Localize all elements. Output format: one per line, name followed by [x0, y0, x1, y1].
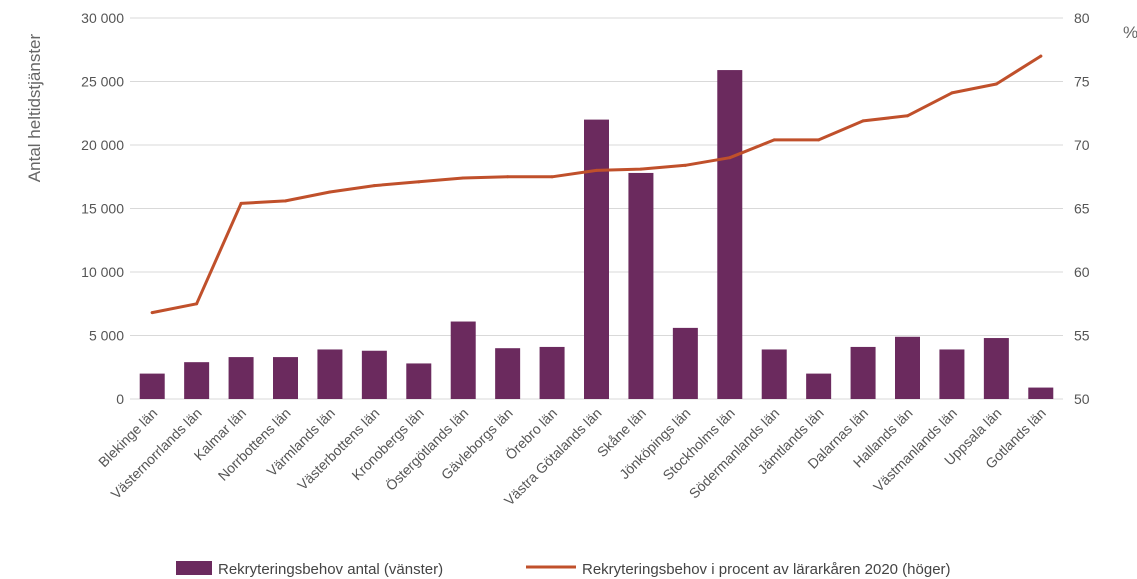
left-tick-label: 15 000 [81, 201, 124, 217]
bar [406, 363, 431, 399]
line-point [462, 177, 465, 180]
bar [762, 349, 787, 399]
right-tick-label: 60 [1074, 264, 1090, 280]
line-point [506, 175, 509, 178]
bar [140, 374, 165, 399]
line-point [862, 119, 865, 122]
line-point [728, 156, 731, 159]
line-point [595, 169, 598, 172]
bar [229, 357, 254, 399]
x-tick-label: Östergötlands län [382, 404, 472, 494]
line-point [195, 302, 198, 305]
bar-series [140, 70, 1054, 399]
line-point [773, 138, 776, 141]
right-tick-label: 80 [1074, 10, 1090, 26]
line-point [417, 180, 420, 183]
left-tick-label: 0 [116, 391, 124, 407]
legend-swatch-bars [176, 561, 212, 575]
line-point [817, 138, 820, 141]
left-axis-ticks: 0 5 000 10 000 15 000 20 000 25 000 30 000 [81, 10, 124, 407]
bar [184, 362, 209, 399]
bar [939, 349, 964, 399]
bar [717, 70, 742, 399]
right-tick-label: 70 [1074, 137, 1090, 153]
line-point [151, 311, 154, 314]
right-axis-ticks: 50 55 60 65 70 75 80 [1074, 10, 1090, 407]
bar [317, 349, 342, 399]
bar [273, 357, 298, 399]
bar [451, 322, 476, 399]
line-point [684, 164, 687, 167]
bar [984, 338, 1009, 399]
right-tick-label: 50 [1074, 391, 1090, 407]
bar [895, 337, 920, 399]
line-point [551, 175, 554, 178]
line-point [639, 168, 642, 171]
x-tick-label: Västmanlands län [870, 405, 960, 495]
line-point [1039, 55, 1042, 58]
left-tick-label: 5 000 [89, 328, 124, 344]
right-tick-label: 55 [1074, 328, 1090, 344]
bar [1028, 388, 1053, 399]
left-tick-label: 25 000 [81, 74, 124, 90]
bar [851, 347, 876, 399]
line-point [328, 190, 331, 193]
bar [673, 328, 698, 399]
x-tick-label: Västerbottens län [294, 405, 382, 493]
line-point [240, 202, 243, 205]
bar [362, 351, 387, 399]
line-point [950, 91, 953, 94]
bar [628, 173, 653, 399]
line-point [995, 83, 998, 86]
line-point [906, 114, 909, 117]
line-point [373, 184, 376, 187]
left-axis-title: Antal heltidstjänster [25, 33, 44, 182]
right-tick-label: 75 [1074, 74, 1090, 90]
legend-label-line: Rekryteringsbehov i procent av lärarkåre… [582, 561, 951, 578]
bar [540, 347, 565, 399]
legend-label-bars: Rekryteringsbehov antal (vänster) [218, 561, 443, 578]
bar [495, 348, 520, 399]
left-tick-label: 30 000 [81, 10, 124, 26]
left-tick-label: 20 000 [81, 137, 124, 153]
bar [584, 120, 609, 399]
right-axis-title: % [1123, 23, 1137, 42]
right-tick-label: 65 [1074, 201, 1090, 217]
left-tick-label: 10 000 [81, 264, 124, 280]
line-point [284, 199, 287, 202]
legend: Rekryteringsbehov antal (vänster) Rekryt… [176, 561, 951, 578]
bar [806, 374, 831, 399]
